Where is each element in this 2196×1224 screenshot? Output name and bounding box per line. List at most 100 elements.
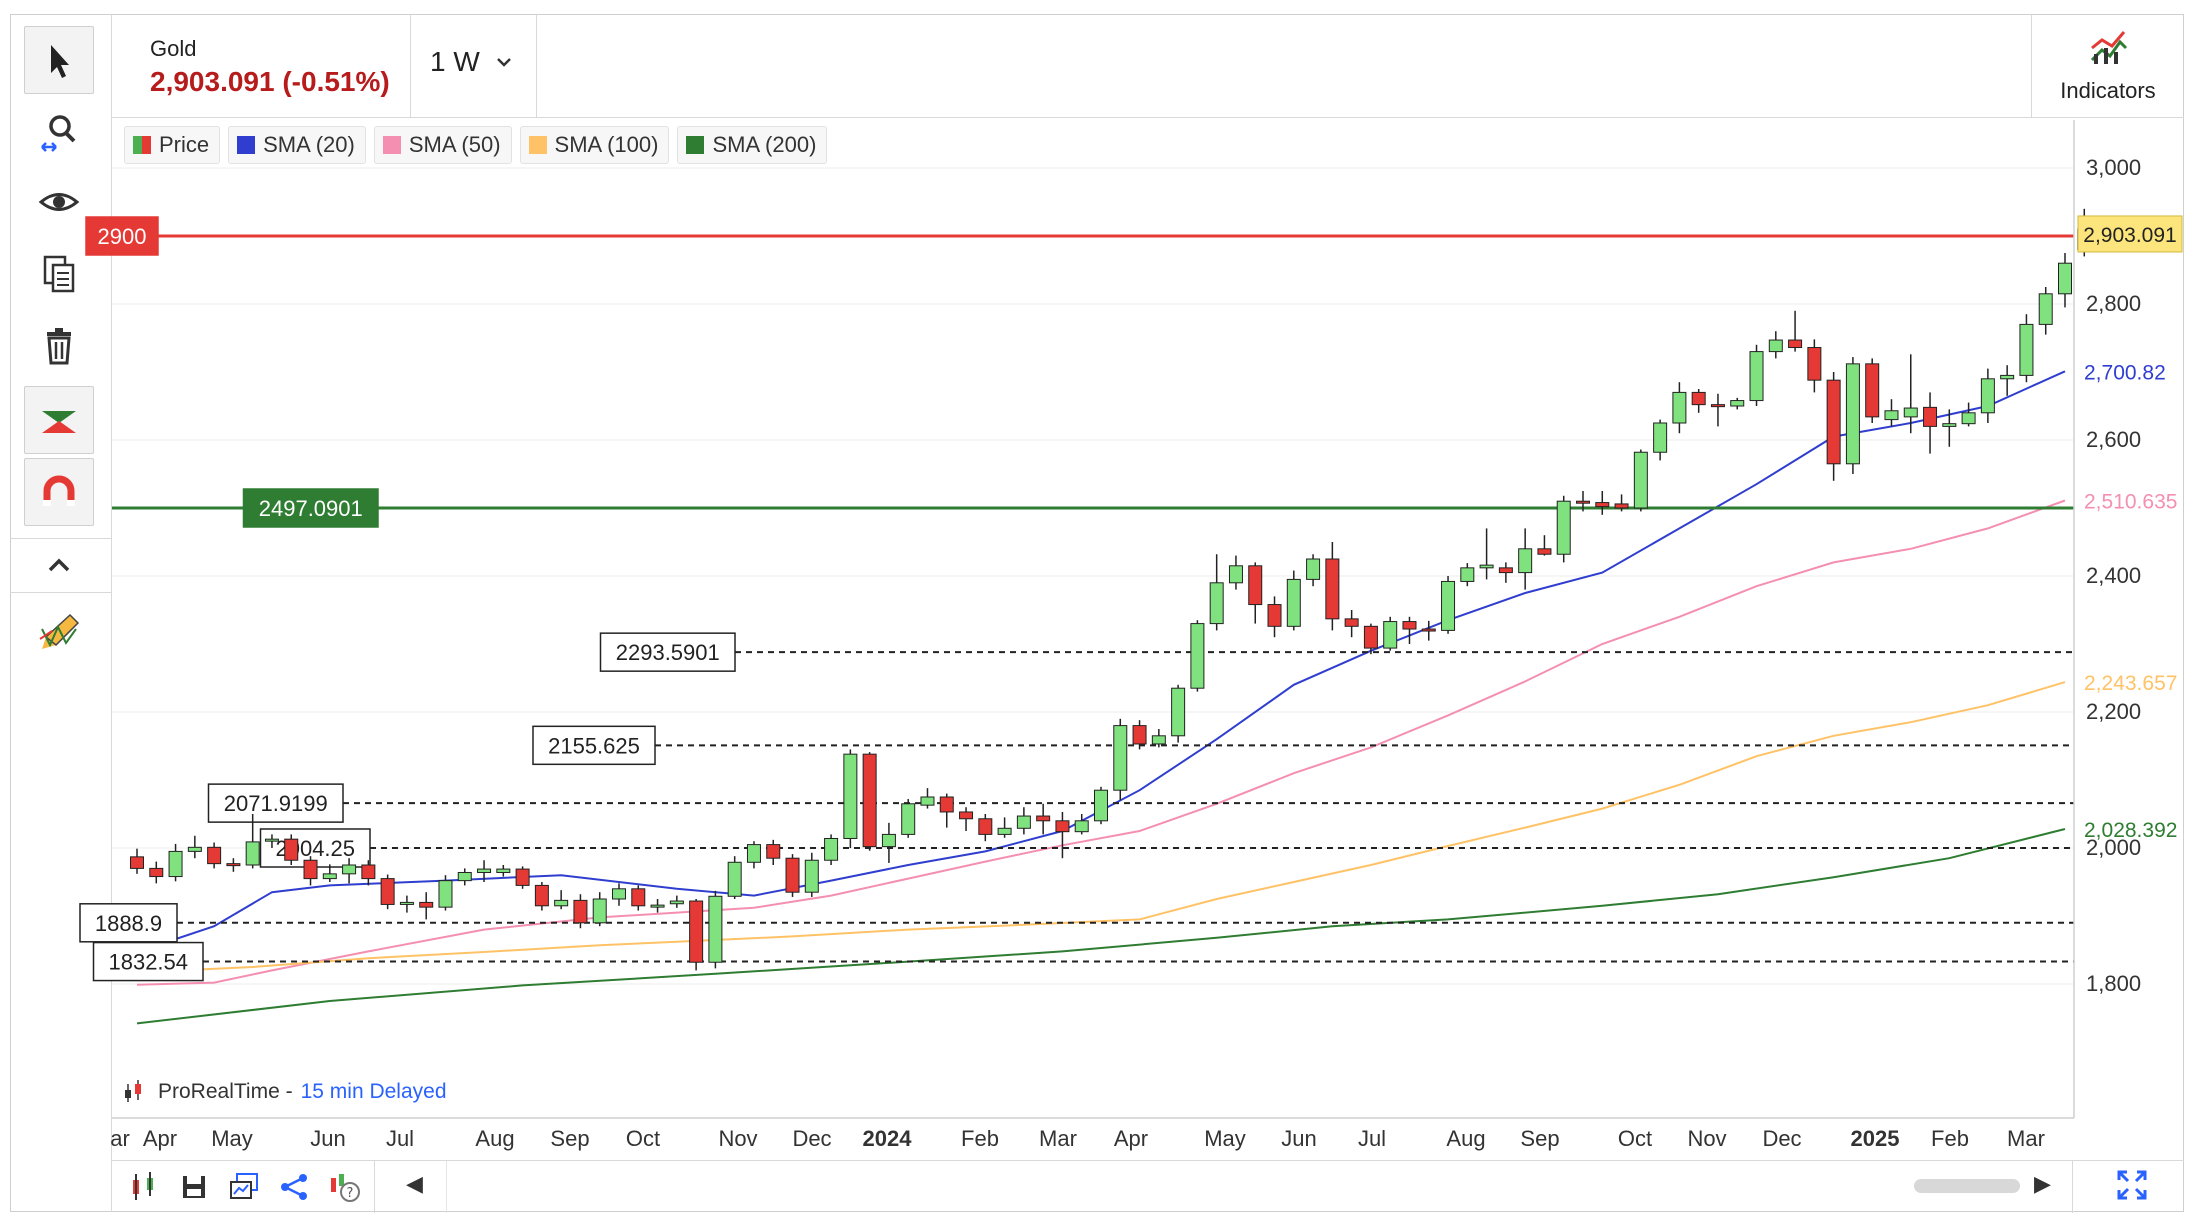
candle-body — [939, 796, 954, 813]
candle-body — [2019, 323, 2034, 376]
candle-body — [149, 867, 164, 878]
chart-type-icon[interactable] — [124, 1169, 164, 1205]
candle-body — [322, 873, 337, 880]
x-tick-label: Apr — [143, 1126, 177, 1151]
trash-icon[interactable] — [24, 312, 94, 380]
candle-body — [1980, 378, 1995, 414]
legend-sma-50[interactable]: SMA (50) — [373, 126, 512, 164]
candle-body — [457, 871, 472, 882]
candle-body — [2058, 262, 2072, 295]
candle-body — [1460, 567, 1475, 582]
candle-body — [438, 880, 453, 908]
scroll-right-icon[interactable]: ▶ — [2034, 1171, 2051, 1196]
level-label-box — [242, 488, 379, 528]
candle-body — [843, 753, 858, 839]
collapse-icon[interactable] — [24, 542, 94, 588]
current-price-box — [2077, 215, 2183, 253]
candle-body — [689, 900, 704, 963]
x-tick-label: ar — [110, 1126, 130, 1151]
magnet-icon[interactable] — [24, 458, 94, 526]
y-tick-label: 2,800 — [2086, 291, 2141, 316]
candle-body — [592, 898, 607, 924]
copy-icon[interactable] — [24, 240, 94, 308]
svg-text:?: ? — [347, 1186, 354, 1201]
eye-icon[interactable] — [24, 168, 94, 236]
candle-body — [303, 859, 318, 880]
x-tick-label: Jul — [1358, 1126, 1386, 1151]
candle-body — [1441, 580, 1456, 631]
legend-swatch-sma-20 — [237, 136, 256, 154]
y-tick-label: 3,000 — [2086, 155, 2141, 180]
bottom-toolbar: ? ◀ ▶ — [112, 1160, 2184, 1213]
candle-body — [1036, 815, 1051, 822]
level-label: 2900 — [98, 224, 147, 249]
x-tick-label: Mar — [1039, 1126, 1077, 1151]
legend-sma-200[interactable]: SMA (200) — [677, 126, 828, 164]
indicators-button[interactable]: Indicators — [2031, 14, 2184, 117]
candle-body — [1614, 503, 1629, 509]
candle-body — [1267, 604, 1282, 627]
sma-value-label: 2,510.635 — [2084, 491, 2177, 514]
candle-body — [959, 811, 974, 820]
fullscreen-icon[interactable] — [2112, 1167, 2152, 1203]
candle-body — [1498, 567, 1513, 574]
candle-body — [1865, 363, 1880, 418]
level-label: 2071.9199 — [224, 791, 328, 816]
level-label: 1832.54 — [108, 950, 188, 975]
legend-sma-100[interactable]: SMA (100) — [519, 126, 670, 164]
x-tick-label: 2024 — [863, 1126, 913, 1151]
candle-body — [284, 838, 299, 861]
candle-body — [342, 864, 357, 875]
candle-body — [554, 899, 569, 907]
y-tick-label: 1,800 — [2086, 971, 2141, 996]
sma-value-label: 2,028.392 — [2084, 819, 2177, 842]
candle-body — [226, 863, 241, 867]
candle-body — [1576, 500, 1590, 504]
candle-body — [168, 850, 183, 878]
level-label-box — [207, 783, 344, 823]
sma-line — [136, 499, 2066, 986]
timeframe-select[interactable]: 1 W — [430, 46, 512, 78]
x-tick-label: Mar — [2007, 1126, 2045, 1151]
level-label-box — [599, 632, 736, 672]
legend-swatch-sma-100 — [528, 136, 547, 154]
x-tick-label: May — [1204, 1126, 1246, 1151]
x-tick-label: Feb — [961, 1126, 999, 1151]
candle-body — [997, 827, 1012, 835]
x-tick-label: Oct — [1618, 1126, 1652, 1151]
pointer-icon[interactable] — [24, 26, 94, 94]
x-tick-label: Sep — [550, 1126, 589, 1151]
zoom-icon[interactable] — [24, 98, 94, 166]
candle-body — [130, 856, 144, 869]
candle-body — [187, 846, 202, 852]
scrollbar-thumb[interactable] — [1914, 1179, 2020, 1193]
scroll-left-icon[interactable]: ◀ — [406, 1171, 423, 1196]
help-icon[interactable]: ? — [324, 1169, 364, 1205]
candle-body — [1923, 406, 1938, 427]
pencil-icon[interactable] — [24, 598, 94, 666]
share-icon[interactable] — [274, 1169, 314, 1205]
sma-line — [136, 370, 2066, 953]
y-tick-label: 2,200 — [2086, 699, 2141, 724]
x-tick-label: Feb — [1931, 1126, 1969, 1151]
candle-body — [399, 901, 414, 905]
legend-label: Price — [159, 132, 210, 157]
delay-label: 15 min Delayed — [300, 1080, 447, 1103]
candle-body — [1633, 451, 1648, 509]
candle-body — [1113, 725, 1128, 791]
x-tick-label: Dec — [792, 1126, 831, 1151]
level-label-box — [79, 903, 178, 943]
candle-body — [1595, 502, 1610, 508]
legend-price[interactable]: Price — [124, 126, 221, 164]
level-label: 2497.0901 — [259, 496, 363, 521]
level-label-box — [92, 941, 204, 982]
x-tick-label: Sep — [1520, 1126, 1559, 1151]
candle-body — [1826, 379, 1841, 465]
legend-sma-20[interactable]: SMA (20) — [228, 126, 366, 164]
save-icon[interactable] — [174, 1169, 214, 1205]
candle-body — [1094, 789, 1108, 822]
candle-body — [419, 901, 434, 908]
drawing-tool-icon[interactable] — [24, 386, 94, 454]
layouts-icon[interactable] — [224, 1169, 264, 1205]
